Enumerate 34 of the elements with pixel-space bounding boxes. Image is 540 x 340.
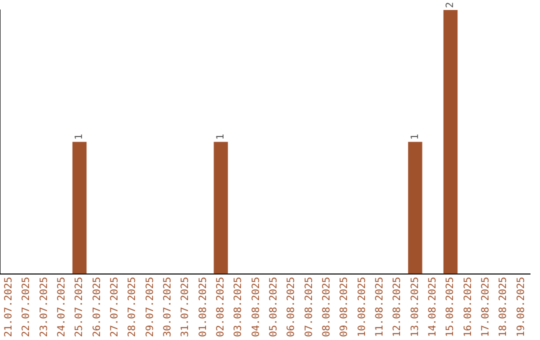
- x-tick-label: 10.08.2025: [356, 276, 368, 338]
- x-tick-label: 02.08.2025: [215, 276, 226, 338]
- x-tick-label: 30.07.2025: [162, 276, 174, 338]
- x-tick-label: 14.08.2025: [427, 276, 438, 338]
- x-tick-label: 12.08.2025: [392, 276, 404, 338]
- x-tick-label: 29.07.2025: [144, 276, 156, 338]
- x-tick-label: 18.08.2025: [498, 276, 510, 338]
- x-tick-label: 09.08.2025: [339, 276, 350, 338]
- x-tick-label: 15.08.2025: [445, 276, 456, 338]
- x-tick-label: 24.07.2025: [56, 276, 68, 338]
- x-tick-label: 22.07.2025: [21, 276, 32, 338]
- x-tick-label: 06.08.2025: [286, 276, 298, 338]
- data-label: 2: [445, 2, 456, 8]
- x-tick-label: 13.08.2025: [410, 276, 421, 338]
- x-tick-label: 27.07.2025: [109, 276, 120, 338]
- x-tick-label: 17.08.2025: [480, 276, 492, 338]
- x-tick-label: 08.08.2025: [321, 276, 332, 338]
- x-tick-label: 04.08.2025: [250, 276, 262, 338]
- data-label: 1: [410, 134, 421, 140]
- x-tick-label: 28.07.2025: [127, 276, 138, 338]
- x-tick-label: 23.07.2025: [38, 276, 50, 338]
- x-tick-label: 26.07.2025: [92, 276, 103, 338]
- x-tick-label: 03.08.2025: [233, 276, 244, 338]
- x-tick-label: 31.07.2025: [180, 276, 192, 338]
- x-tick-label: 05.08.2025: [268, 276, 280, 338]
- x-tick-label: 11.08.2025: [374, 276, 386, 338]
- data-label: 1: [215, 134, 226, 140]
- x-tick-label: 01.08.2025: [198, 276, 209, 338]
- x-tick-label: 21.07.2025: [3, 276, 14, 338]
- x-tick-label: 16.08.2025: [462, 276, 474, 338]
- x-tick-label: 19.08.2025: [516, 276, 527, 338]
- x-tick-label: 25.07.2025: [74, 276, 86, 338]
- data-label: 1: [74, 134, 86, 140]
- x-tick-label: 07.08.2025: [304, 276, 315, 338]
